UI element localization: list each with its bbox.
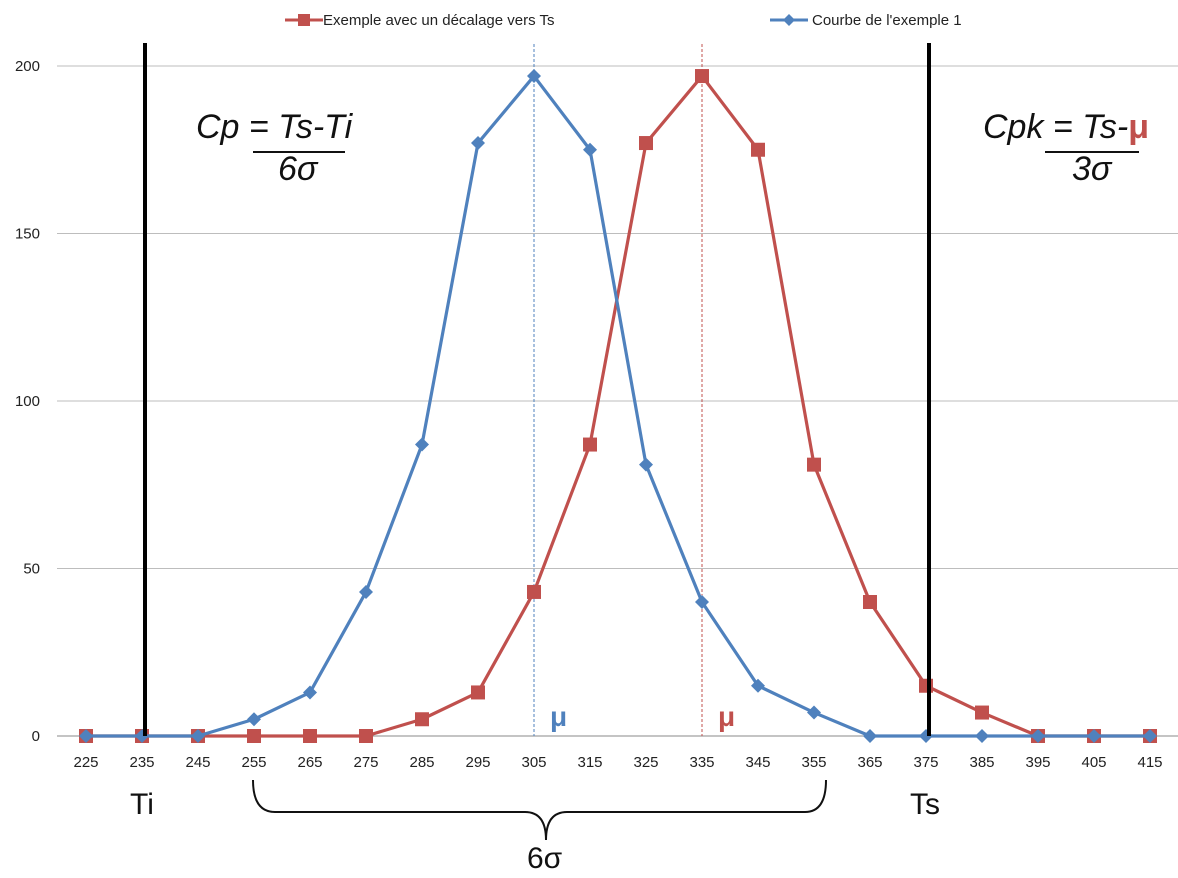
data-point — [415, 712, 429, 727]
x-tick-label: 225 — [73, 754, 98, 771]
six-sigma-label: 6σ — [527, 842, 563, 875]
series-group — [79, 69, 1157, 743]
data-point — [471, 136, 485, 151]
data-point — [1031, 729, 1045, 743]
x-tick-label: 285 — [409, 754, 434, 771]
series-line — [86, 74, 1150, 738]
data-point — [583, 142, 597, 157]
cp-formula: Cp = Ts-Ti 6σ — [196, 108, 354, 188]
data-point — [695, 595, 709, 609]
x-tick-label: 305 — [521, 754, 546, 771]
data-point — [303, 685, 317, 700]
data-point — [807, 457, 821, 472]
data-point — [695, 69, 709, 84]
legend-label: Exemple avec un décalage vers Ts — [323, 12, 555, 29]
x-tick-label: 365 — [857, 754, 882, 771]
x-tick-label: 355 — [801, 754, 826, 771]
data-point — [1143, 729, 1157, 743]
x-tick-label: 295 — [465, 754, 490, 771]
ti-label: Ti — [130, 788, 154, 821]
cpk-numerator: Cpk = Ts-μ — [983, 108, 1149, 146]
x-axis-ticks: 225 235 245 255 265 275 285 295 305 315 325 335 345 3… — [73, 754, 1162, 771]
x-tick-label: 245 — [185, 754, 210, 771]
x-tick-label: 265 — [297, 754, 322, 771]
y-tick-label: 50 — [23, 561, 40, 578]
data-point — [1087, 729, 1101, 743]
cp-numerator: Cp = Ts-Ti — [196, 108, 354, 146]
legend-marker — [298, 14, 310, 26]
series-line — [86, 74, 1150, 738]
x-tick-label: 335 — [689, 754, 714, 771]
x-tick-label: 275 — [353, 754, 378, 771]
cpk-mu: μ — [1128, 108, 1149, 146]
data-point — [359, 729, 373, 743]
data-point — [79, 729, 93, 743]
y-tick-label: 200 — [15, 58, 40, 75]
x-tick-label: 315 — [577, 754, 602, 771]
legend: Exemple avec un décalage vers Ts Courbe d… — [285, 12, 962, 29]
ts-label: Ts — [910, 788, 940, 821]
x-tick-label: 255 — [241, 754, 266, 771]
x-tick-label: 385 — [969, 754, 994, 771]
tolerance-lines — [143, 43, 931, 736]
cp-denominator: 6σ — [278, 150, 319, 188]
x-tick-label: 395 — [1025, 754, 1050, 771]
data-point — [975, 729, 989, 743]
gridlines — [57, 65, 1178, 737]
data-point — [639, 136, 653, 151]
x-tick-label: 235 — [129, 754, 154, 771]
data-point — [415, 437, 429, 452]
y-tick-label: 150 — [15, 226, 40, 243]
data-point — [191, 729, 205, 743]
x-tick-label: 345 — [745, 754, 770, 771]
cpk-numerator-text: Cpk = Ts- — [983, 108, 1128, 146]
data-point — [863, 595, 877, 609]
six-sigma-brace — [252, 779, 827, 841]
data-point — [527, 69, 541, 84]
y-tick-label: 100 — [15, 393, 40, 410]
data-point — [303, 729, 317, 743]
data-point — [247, 712, 261, 727]
data-point — [359, 584, 373, 599]
y-tick-label: 0 — [32, 728, 40, 745]
x-tick-label: 325 — [633, 754, 658, 771]
mean-label: μ — [718, 701, 735, 732]
data-point — [247, 729, 261, 743]
y-axis-ticks: 0 50 100 150 200 — [15, 58, 40, 745]
data-point — [751, 678, 765, 693]
cpk-formula: Cpk = Ts-μ 3σ — [983, 108, 1149, 188]
data-point — [527, 584, 541, 599]
cpk-denominator: 3σ — [1072, 150, 1113, 188]
data-point — [471, 685, 485, 700]
legend-label: Courbe de l'exemple 1 — [812, 12, 962, 29]
data-point — [751, 142, 765, 157]
data-point — [583, 437, 597, 452]
data-point — [639, 457, 653, 472]
x-tick-label: 375 — [913, 754, 938, 771]
x-tick-label: 415 — [1137, 754, 1162, 771]
legend-marker — [783, 14, 795, 26]
x-tick-label: 405 — [1081, 754, 1106, 771]
data-point — [807, 705, 821, 720]
mean-label: μ — [550, 701, 567, 732]
data-point — [975, 705, 989, 720]
data-point — [863, 729, 877, 743]
